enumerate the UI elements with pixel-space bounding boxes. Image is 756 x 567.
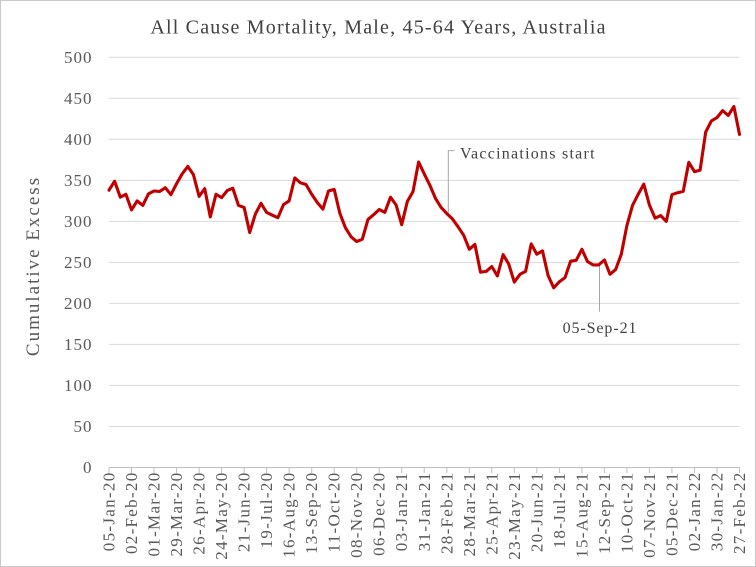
svg-text:20-Jun-21: 20-Jun-21 — [527, 472, 546, 553]
svg-text:05-Jan-20: 05-Jan-20 — [100, 472, 119, 552]
svg-text:24-May-20: 24-May-20 — [212, 472, 231, 560]
svg-text:150: 150 — [64, 335, 93, 354]
svg-text:07-Nov-21: 07-Nov-21 — [640, 472, 659, 558]
svg-text:300: 300 — [64, 212, 93, 231]
svg-text:30-Jan-22: 30-Jan-22 — [708, 472, 727, 552]
svg-text:500: 500 — [64, 48, 93, 67]
svg-text:11-Oct-20: 11-Oct-20 — [325, 472, 344, 553]
svg-text:06-Dec-20: 06-Dec-20 — [370, 472, 389, 556]
svg-text:19-Jul-20: 19-Jul-20 — [257, 472, 276, 549]
svg-text:Cumulative Excess: Cumulative Excess — [23, 176, 44, 356]
svg-text:400: 400 — [64, 130, 93, 149]
svg-text:50: 50 — [74, 417, 93, 436]
svg-text:450: 450 — [64, 89, 93, 108]
svg-text:10-Oct-21: 10-Oct-21 — [617, 472, 636, 554]
svg-text:250: 250 — [64, 253, 93, 272]
svg-text:16-Aug-20: 16-Aug-20 — [280, 472, 299, 558]
svg-text:100: 100 — [64, 376, 93, 395]
svg-text:05-Dec-21: 05-Dec-21 — [662, 472, 681, 556]
svg-text:21-Jun-20: 21-Jun-20 — [235, 472, 254, 553]
svg-text:All Cause Mortality, Male, 45-: All Cause Mortality, Male, 45-64 Years, … — [150, 17, 606, 39]
svg-text:28-Feb-21: 28-Feb-21 — [437, 472, 456, 555]
svg-text:01-Mar-20: 01-Mar-20 — [145, 472, 164, 557]
svg-text:02-Feb-20: 02-Feb-20 — [122, 472, 141, 555]
svg-text:08-Nov-20: 08-Nov-20 — [347, 472, 366, 558]
svg-text:23-May-21: 23-May-21 — [505, 472, 524, 560]
svg-text:28-Mar-21: 28-Mar-21 — [460, 472, 479, 557]
svg-text:29-Mar-20: 29-Mar-20 — [167, 472, 186, 557]
svg-text:27-Feb-22: 27-Feb-22 — [730, 472, 749, 555]
svg-text:15-Aug-21: 15-Aug-21 — [572, 472, 591, 558]
svg-text:25-Apr-21: 25-Apr-21 — [482, 472, 501, 555]
svg-text:26-Apr-20: 26-Apr-20 — [190, 472, 209, 555]
svg-text:05-Sep-21: 05-Sep-21 — [563, 320, 638, 337]
svg-text:03-Jan-21: 03-Jan-21 — [392, 472, 411, 552]
svg-text:12-Sep-21: 12-Sep-21 — [595, 472, 614, 555]
svg-text:31-Jan-21: 31-Jan-21 — [415, 472, 434, 552]
svg-text:02-Jan-22: 02-Jan-22 — [685, 472, 704, 552]
svg-text:0: 0 — [83, 458, 93, 477]
svg-text:Vaccinations start: Vaccinations start — [460, 146, 596, 163]
svg-text:350: 350 — [64, 171, 93, 190]
svg-text:13-Sep-20: 13-Sep-20 — [302, 472, 321, 555]
svg-text:18-Jul-21: 18-Jul-21 — [550, 472, 569, 549]
svg-text:200: 200 — [64, 294, 93, 313]
